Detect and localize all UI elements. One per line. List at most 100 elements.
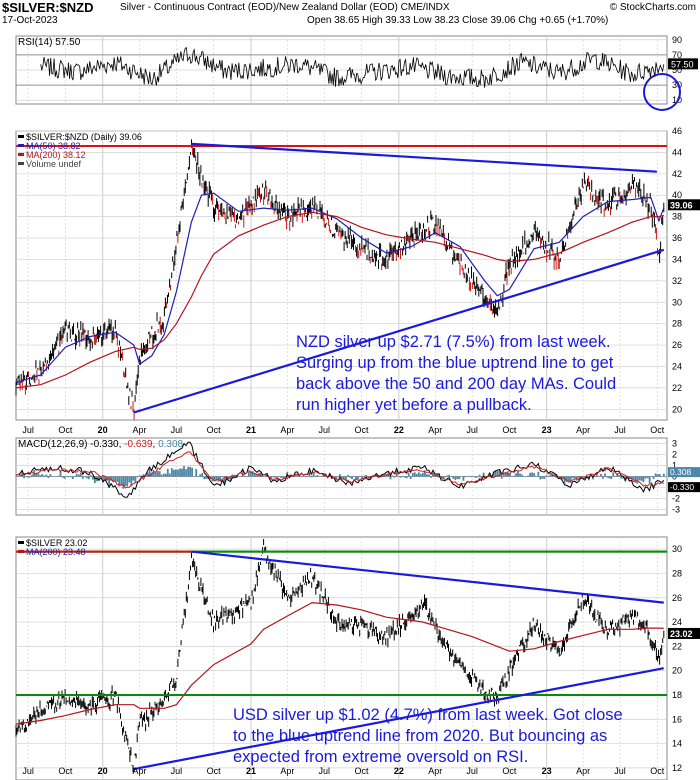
rsi-last-badge — [668, 58, 698, 70]
x-tick-label: Jul — [466, 766, 478, 776]
x-tick-label: Oct — [650, 425, 665, 435]
y-tick-label: 36 — [672, 233, 682, 243]
legend-swatch — [18, 541, 24, 544]
x-tick-label: Apr — [428, 766, 442, 776]
x-tick-label: 22 — [394, 766, 404, 776]
x-tick-label: Jul — [466, 425, 478, 435]
price-legend-entry: MA(200) 38.12 — [26, 150, 86, 160]
x-tick-label: Jul — [614, 425, 626, 435]
x-tick-label: Jul — [319, 766, 331, 776]
x-tick-label: Oct — [650, 766, 665, 776]
x-tick-label: Apr — [133, 766, 147, 776]
x-tick-label: Jul — [171, 766, 183, 776]
y-tick-label: 30 — [672, 297, 682, 307]
y-tick-label: 42 — [672, 169, 682, 179]
macd-hist-label: 0.308 — [670, 467, 692, 477]
nzd-annotation: NZD silver up $2.71 (7.5%) from last wee… — [296, 333, 617, 414]
usd-annotation: USD silver up $1.02 (4.7%) from last wee… — [233, 706, 623, 766]
x-tick-label: Oct — [207, 766, 222, 776]
x-tick-label: 21 — [246, 425, 256, 435]
y-tick-label: 30 — [672, 80, 682, 90]
y-tick-label: 34 — [672, 254, 682, 264]
macd-last-badge — [668, 482, 700, 493]
downtrend-line — [191, 550, 664, 604]
x-tick-label: Oct — [355, 425, 370, 435]
y-tick-label: 12 — [672, 763, 682, 773]
y-tick-label: 22 — [672, 641, 682, 651]
y-tick-label: 70 — [672, 50, 682, 60]
uptrend-line — [133, 248, 665, 414]
y-tick-label: 18 — [672, 690, 682, 700]
ohlc-summary: Open 38.65 High 39.33 Low 38.23 Close 39… — [307, 15, 609, 26]
x-tick-label: 23 — [542, 766, 552, 776]
oversold-highlight-circle — [643, 73, 681, 111]
ma200-line — [15, 211, 664, 389]
x-tick-label: Jul — [319, 425, 331, 435]
y-tick-label: 30 — [672, 544, 682, 554]
chart-description: Silver - Continuous Contract (EOD)/New Z… — [120, 2, 450, 13]
x-tick-label: Jul — [22, 766, 34, 776]
x-tick-label: 20 — [98, 766, 108, 776]
x-tick-label: Oct — [58, 425, 73, 435]
x-tick-label: Apr — [280, 425, 294, 435]
price-legend-entry: MA(200) 23.48 — [26, 547, 86, 557]
y-tick-label: 26 — [672, 593, 682, 603]
macd-last-label: -0.330 — [670, 482, 694, 492]
chart-date: 17-Oct-2023 — [2, 15, 58, 26]
price-legend-entry: $SILVER 23.02 — [26, 538, 87, 548]
y-tick-label: -3 — [672, 505, 680, 515]
x-tick-label: 21 — [246, 766, 256, 776]
x-tick-label: 23 — [542, 425, 552, 435]
stockcharts-credit: © StockCharts.com — [609, 2, 696, 13]
y-tick-label: 44 — [672, 147, 682, 157]
x-tick-label: Oct — [355, 766, 370, 776]
ma50-line — [15, 192, 665, 384]
x-tick-label: Apr — [576, 766, 590, 776]
legend-swatch — [18, 162, 24, 165]
y-tick-label: 90 — [672, 35, 682, 45]
y-tick-label: 2 — [672, 450, 677, 460]
x-tick-label: Oct — [58, 766, 73, 776]
x-tick-label: Oct — [207, 425, 222, 435]
macd-hist-badge — [668, 467, 700, 478]
x-tick-label: Oct — [502, 766, 517, 776]
y-tick-label: 26 — [672, 340, 682, 350]
y-tick-label: 24 — [672, 361, 682, 371]
legend-swatch — [18, 153, 24, 156]
y-tick-label: 40 — [672, 190, 682, 200]
chart-symbol: $SILVER:$NZD — [2, 0, 94, 15]
y-tick-label: 28 — [672, 319, 682, 329]
price-legend-entry: Volume undef — [26, 159, 82, 169]
price-legend-entry: MA(50) 38.82 — [26, 141, 81, 151]
x-tick-label: 20 — [98, 425, 108, 435]
ma200-line — [15, 601, 664, 725]
y-tick-label: 24 — [672, 617, 682, 627]
rsi-last-label: 57.50 — [671, 59, 694, 69]
uptrend-line — [133, 667, 664, 771]
x-tick-label: Jul — [614, 766, 626, 776]
legend-swatch — [18, 135, 24, 138]
x-tick-label: Apr — [428, 425, 442, 435]
x-tick-label: Apr — [133, 425, 147, 435]
legend-swatch — [18, 550, 24, 553]
downtrend-line — [191, 142, 657, 173]
x-tick-label: Jul — [171, 425, 183, 435]
rsi-legend: RSI(14) 57.50 — [18, 37, 81, 48]
y-tick-label: 16 — [672, 714, 682, 724]
y-tick-label: 20 — [672, 404, 682, 414]
y-tick-label: 28 — [672, 568, 682, 578]
y-tick-label: 14 — [672, 739, 682, 749]
panel-frame — [15, 130, 668, 421]
price-legend-entry: $SILVER:$NZD (Daily) 39.06 — [26, 132, 142, 142]
y-tick-label: 50 — [672, 65, 682, 75]
macd-legend: MACD(12,26,9) -0.330, -0.639, 0.308 — [18, 439, 184, 450]
x-tick-label: 22 — [394, 425, 404, 435]
last-price-badge — [668, 627, 700, 639]
x-tick-label: Apr — [280, 766, 294, 776]
last-price-label: 39.06 — [670, 200, 693, 210]
y-tick-label: 1 — [672, 461, 677, 471]
y-tick-label: -2 — [672, 494, 680, 504]
y-tick-label: 46 — [672, 126, 682, 136]
y-tick-label: 32 — [672, 276, 682, 286]
